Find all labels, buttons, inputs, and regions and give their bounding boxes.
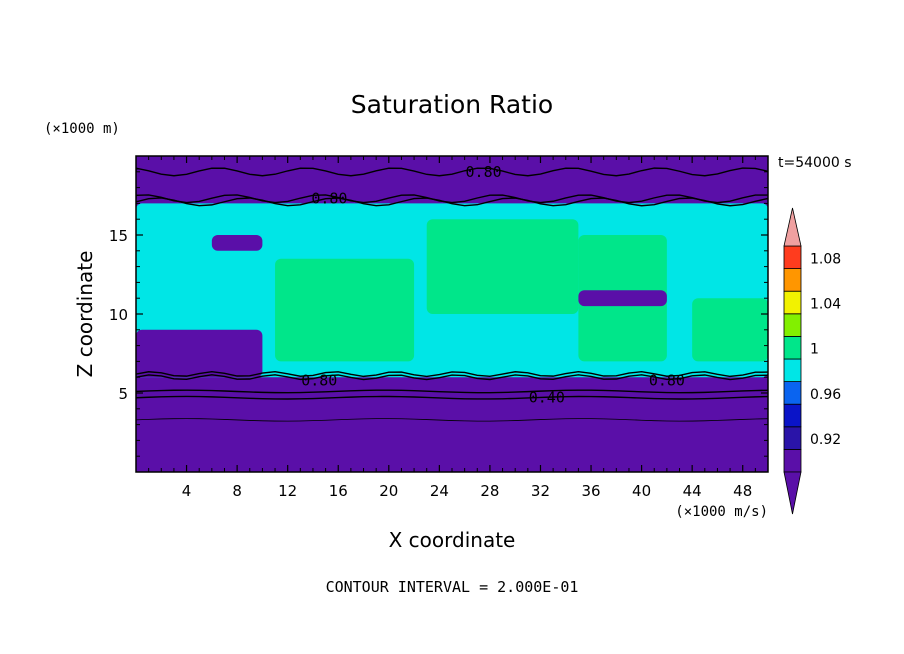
field-region-7	[211, 235, 263, 251]
colorbar-extend-bottom	[783, 471, 802, 515]
colorbar-tick-label: 0.96	[810, 387, 841, 403]
contour-line-high-1	[136, 194, 768, 204]
y-axis-label: Z coordinate	[73, 251, 97, 378]
plot-area	[136, 156, 768, 472]
y-unit-label: (×1000 m)	[44, 121, 120, 137]
field-regions	[136, 156, 768, 472]
colorbar: 0.92 0.96 1 1.04 1.08	[783, 207, 841, 515]
time-label: t=54000 s	[778, 155, 852, 171]
y-tick-label: 15	[109, 227, 128, 245]
x-tick-label: 48	[733, 482, 752, 500]
field-region-6	[692, 298, 768, 362]
colorbar-bin	[783, 268, 802, 292]
x-tick-label: 28	[480, 482, 499, 500]
x-tick-label: 4	[182, 482, 192, 500]
contour-lines	[136, 167, 768, 422]
x-tick-label: 8	[232, 482, 242, 500]
field-region-4	[426, 219, 579, 314]
y-axis-ticks: 5 10 15	[109, 171, 768, 457]
contour-line-low-4	[136, 418, 768, 422]
colorbar-bin	[783, 448, 802, 473]
contour-label: 0.80	[649, 371, 685, 389]
colorbar-bin	[783, 381, 802, 405]
colorbar-bin	[783, 358, 802, 383]
contour-label: 0.40	[529, 389, 565, 407]
x-tick-label: 24	[430, 482, 449, 500]
field-region-0	[136, 377, 768, 472]
colorbar-bin	[783, 313, 802, 337]
contour-line-high-0	[136, 197, 768, 207]
contour-interval-footer: CONTOUR INTERVAL = 2.000E-01	[326, 578, 579, 596]
x-tick-label: 20	[379, 482, 398, 500]
x-axis-ticks: 4 8 12 16 20 24 28 32 36 40 44 48	[148, 156, 756, 500]
y-tick-label: 5	[118, 385, 128, 403]
x-tick-label: 32	[531, 482, 550, 500]
x-tick-label: 40	[632, 482, 651, 500]
colorbar-tick-label: 1.08	[810, 251, 841, 267]
colorbar-bin	[783, 245, 802, 270]
colorbar-extend-top	[783, 207, 802, 247]
contour-labels: 0.80 0.80 0.80 0.80 0.40	[301, 163, 685, 407]
x-unit-label: (×1000 m/s)	[675, 504, 768, 520]
colorbar-tick-label: 1.04	[810, 297, 841, 313]
x-tick-label: 12	[278, 482, 297, 500]
contour-line-low-2	[136, 389, 768, 394]
x-tick-label: 44	[683, 482, 702, 500]
contour-label: 0.80	[466, 163, 502, 181]
field-region-3	[275, 258, 415, 362]
x-tick-label: 36	[581, 482, 600, 500]
field-region-9	[136, 329, 263, 378]
x-tick-label: 16	[329, 482, 348, 500]
colorbar-bin	[783, 403, 802, 428]
colorbar-bin	[783, 290, 802, 315]
colorbar-bin	[783, 426, 802, 450]
y-tick-label: 10	[109, 306, 128, 324]
contour-line-low-3	[136, 395, 768, 400]
x-axis-label: X coordinate	[389, 528, 516, 552]
field-region-1	[136, 156, 768, 204]
colorbar-tick-label: 0.92	[810, 432, 841, 448]
contour-line-low-1	[136, 370, 768, 378]
chart-title: Saturation Ratio	[351, 90, 553, 119]
contour-label: 0.80	[301, 371, 337, 389]
contour-line-high-2	[136, 167, 768, 177]
contour-line-low-0	[136, 374, 768, 381]
contour-label: 0.80	[311, 190, 347, 208]
field-region-8	[578, 290, 667, 307]
colorbar-tick-label: 1	[810, 342, 819, 358]
colorbar-bin	[783, 335, 802, 360]
